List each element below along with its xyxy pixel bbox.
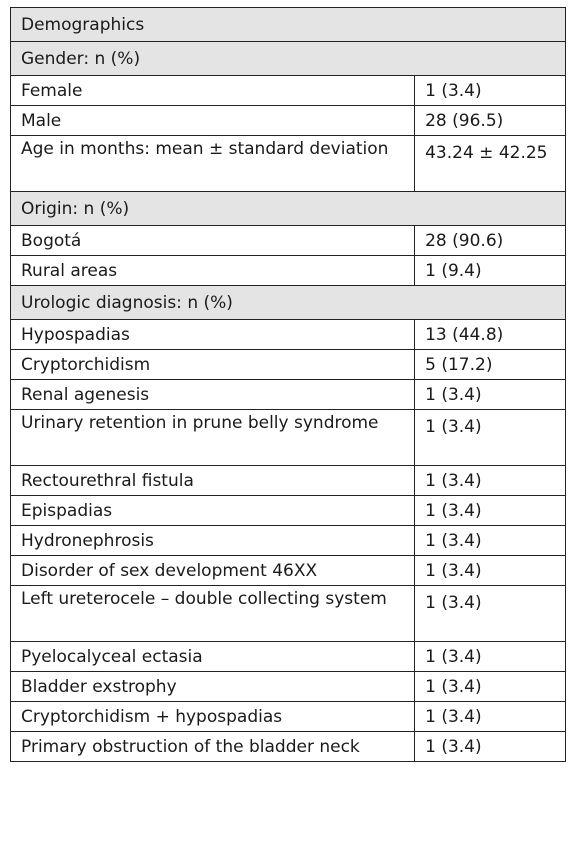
- table-row: Primary obstruction of the bladder neck 1…: [9, 731, 566, 762]
- row-value: 1 (3.4): [414, 555, 566, 586]
- row-label: Bogotá: [9, 225, 416, 256]
- row-value: 1 (3.4): [414, 641, 566, 672]
- row-value: 1 (3.4): [414, 409, 566, 466]
- table-title-row: Demographics: [10, 7, 566, 42]
- table-row: Urinary retention in prune belly syndrom…: [9, 409, 566, 466]
- row-value: 13 (44.8): [414, 319, 566, 350]
- table-row: Epispadias 1 (3.4): [9, 495, 566, 526]
- table-row: Pyelocalyceal ectasia 1 (3.4): [9, 641, 566, 672]
- table-row: Cryptorchidism 5 (17.2): [9, 349, 566, 380]
- section-heading: Origin: n (%): [10, 191, 566, 226]
- table-row: Female 1 (3.4): [9, 75, 566, 106]
- section-heading: Gender: n (%): [10, 41, 566, 76]
- section-header-row: Urologic diagnosis: n (%): [10, 285, 566, 320]
- row-value: 1 (3.4): [414, 75, 566, 106]
- row-value: 1 (3.4): [414, 495, 566, 526]
- row-value: 28 (96.5): [414, 105, 566, 136]
- row-value: 1 (3.4): [414, 731, 566, 762]
- row-label: Cryptorchidism: [9, 349, 416, 380]
- row-value: 1 (3.4): [414, 525, 566, 556]
- row-label: Hypospadias: [9, 319, 416, 350]
- table-row: Renal agenesis 1 (3.4): [9, 379, 566, 410]
- row-label: Primary obstruction of the bladder neck: [9, 731, 416, 762]
- row-label: Bladder exstrophy: [9, 671, 416, 702]
- row-value: 1 (3.4): [414, 701, 566, 732]
- section-heading: Urologic diagnosis: n (%): [10, 285, 566, 320]
- table-row: Left ureterocele – double collecting sys…: [9, 585, 566, 642]
- section-header-row: Gender: n (%): [10, 41, 566, 76]
- row-label: Disorder of sex development 46XX: [9, 555, 416, 586]
- table-row: Rectourethral fistula 1 (3.4): [9, 465, 566, 496]
- row-label: Epispadias: [9, 495, 416, 526]
- row-label: Left ureterocele – double collecting sys…: [9, 585, 416, 642]
- table-row: Age in months: mean ± standard deviation…: [9, 135, 566, 192]
- row-label: Hydronephrosis: [9, 525, 416, 556]
- row-value: 1 (3.4): [414, 671, 566, 702]
- row-label: Male: [9, 105, 416, 136]
- row-value: 1 (3.4): [414, 465, 566, 496]
- table-row: Hypospadias 13 (44.8): [9, 319, 566, 350]
- row-value: 43.24 ± 42.25: [414, 135, 566, 192]
- row-label: Age in months: mean ± standard deviation: [9, 135, 416, 192]
- table-title: Demographics: [10, 7, 566, 42]
- row-value: 1 (3.4): [414, 379, 566, 410]
- row-value: 28 (90.6): [414, 225, 566, 256]
- table-row: Cryptorchidism + hypospadias 1 (3.4): [9, 701, 566, 732]
- row-label: Pyelocalyceal ectasia: [9, 641, 416, 672]
- table-row: Hydronephrosis 1 (3.4): [9, 525, 566, 556]
- demographics-table: Demographics Gender: n (%) Female 1 (3.4) M…: [9, 7, 566, 762]
- table-row: Disorder of sex development 46XX 1 (3.4): [9, 555, 566, 586]
- row-label: Renal agenesis: [9, 379, 416, 410]
- table-row: Male 28 (96.5): [9, 105, 566, 136]
- row-label: Urinary retention in prune belly syndrom…: [9, 409, 416, 466]
- row-value: 5 (17.2): [414, 349, 566, 380]
- row-value: 1 (3.4): [414, 585, 566, 642]
- table-body: Demographics Gender: n (%) Female 1 (3.4) M…: [9, 7, 566, 762]
- section-header-row: Origin: n (%): [10, 191, 566, 226]
- table-row: Rural areas 1 (9.4): [9, 255, 566, 286]
- row-value: 1 (9.4): [414, 255, 566, 286]
- table-row: Bogotá 28 (90.6): [9, 225, 566, 256]
- row-label: Rural areas: [9, 255, 416, 286]
- row-label: Rectourethral fistula: [9, 465, 416, 496]
- table-row: Bladder exstrophy 1 (3.4): [9, 671, 566, 702]
- row-label: Cryptorchidism + hypospadias: [9, 701, 416, 732]
- row-label: Female: [9, 75, 416, 106]
